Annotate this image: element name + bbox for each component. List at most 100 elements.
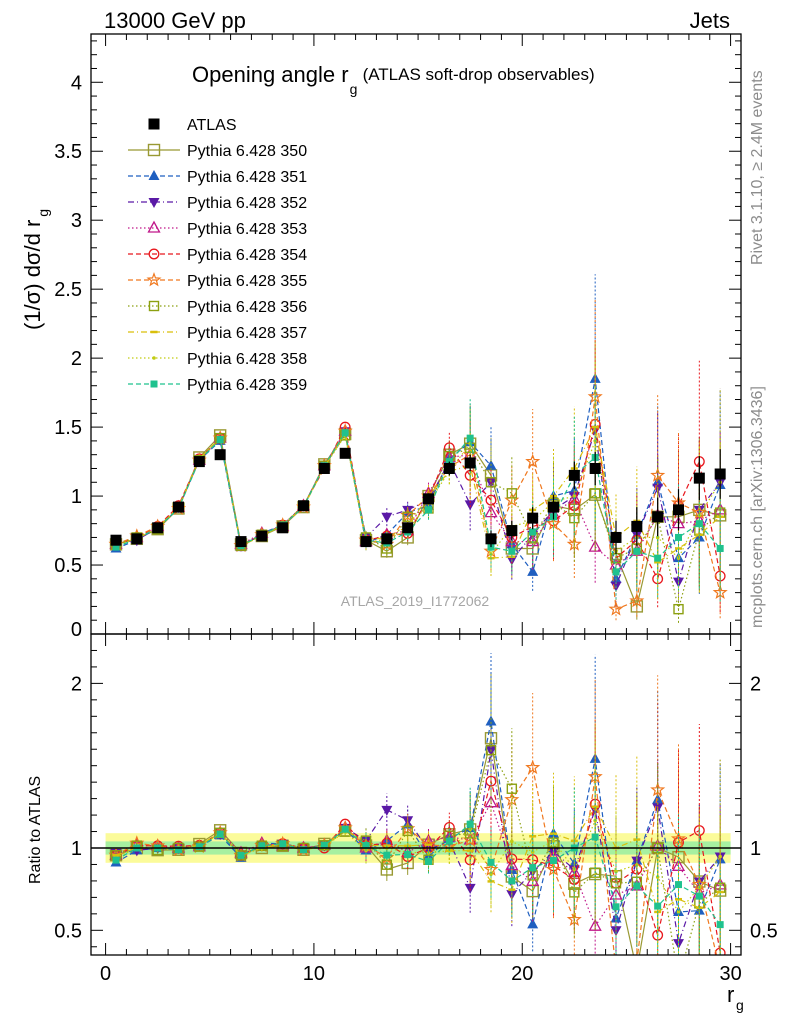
plot-title: Opening angle r g (ATLAS soft-drop obser… [192, 62, 595, 97]
series-ratio-point [525, 759, 541, 775]
data-point [693, 472, 705, 484]
legend-label: Pythia 6.428 350 [187, 143, 307, 160]
series-ratio-point [383, 851, 391, 859]
series-2-ratio [110, 653, 726, 955]
data-point [402, 522, 414, 534]
series-ratio-point [676, 910, 681, 914]
y-tick-label: 1 [71, 486, 82, 508]
series-point [633, 547, 641, 555]
series-point [425, 506, 432, 514]
legend-marker [148, 248, 160, 260]
y-axis-label-main: (1/σ) dσ/d r [20, 220, 45, 330]
legend-marker [150, 380, 158, 388]
x-axis-label-main: r [727, 982, 734, 1007]
legend-item: Pythia 6.428 357 [128, 325, 307, 342]
series-ratio-point [551, 839, 556, 843]
legend-label: Pythia 6.428 353 [187, 221, 307, 238]
legend-marker [148, 170, 160, 180]
y-tick-label: 2.5 [54, 279, 82, 301]
series-point [572, 494, 577, 498]
series-ratio-point [320, 841, 328, 849]
series-point [629, 593, 645, 608]
data-point [423, 493, 434, 505]
series-ratio-point [588, 918, 602, 931]
legend-item: Pythia 6.428 352 [128, 195, 307, 212]
legend-item: Pythia 6.428 359 [128, 377, 307, 394]
y-tick-label: 3 [71, 210, 82, 232]
series-point [216, 436, 224, 444]
data-point [631, 520, 643, 532]
series-ratio-point [485, 744, 497, 756]
series-ratio-point [633, 882, 641, 890]
series-ratio-point [506, 783, 518, 794]
x-axis-label-sub: g [736, 997, 744, 1013]
series-ratio-point [529, 864, 537, 872]
series-ratio-point [112, 856, 120, 864]
legend-item: Pythia 6.428 355 [128, 272, 307, 290]
data-point [318, 462, 330, 474]
plot-title-paren: (ATLAS soft-drop observables) [363, 65, 595, 84]
series-point [529, 528, 537, 536]
series-ratio-point [237, 851, 245, 859]
series-ratio-point [195, 843, 203, 851]
series-9-main [114, 361, 722, 600]
data-point [527, 512, 539, 524]
series-point [712, 584, 728, 600]
data-points [110, 447, 726, 554]
series-ratio-point [718, 854, 722, 859]
legend: ATLAS Pythia 6.428 350 Pythia 6.428 351 Pyt… [128, 117, 307, 394]
series-point [654, 554, 662, 562]
series-ratio-point [675, 881, 682, 889]
data-point [568, 469, 580, 481]
legend-item: Pythia 6.428 354 [128, 247, 307, 264]
data-point [610, 531, 622, 543]
series-ratio-point [655, 875, 660, 879]
data-point [381, 533, 393, 545]
header-left: 13000 GeV pp [104, 8, 246, 33]
data-point [485, 533, 497, 545]
plot-title-sub: g [350, 81, 358, 97]
ratio-y-tick-label-right: 2 [750, 673, 761, 695]
series-point [673, 603, 684, 615]
legend-label: Pythia 6.428 355 [187, 273, 307, 290]
series-1-ratio [109, 673, 727, 955]
series-ratio-point [381, 805, 393, 816]
series-ratio-point [614, 869, 618, 874]
series-point [695, 520, 703, 528]
y-tick-label: 2 [71, 348, 82, 370]
ratio-y-tick-label-right: 1 [750, 838, 761, 860]
series-point [612, 568, 620, 576]
series-ratio-point [610, 964, 622, 975]
data-point [110, 534, 122, 546]
axes: 0 10 20 30 0 0.5 1 1.5 2 2.5 3 3.5 4 0.5 0.5 1 1 2 2 [54, 33, 778, 985]
series-point [527, 565, 539, 576]
y-axis-label: (1/σ) dσ/d r g [20, 209, 51, 330]
series-point [112, 543, 120, 551]
legend-label: Pythia 6.428 359 [187, 377, 307, 394]
series-point [650, 467, 666, 482]
series-point [588, 539, 602, 552]
series-ratio-point [300, 846, 307, 854]
series-ratio-point [216, 830, 224, 838]
legend-label: Pythia 6.428 351 [187, 169, 307, 186]
ratio-plot-area [91, 653, 741, 975]
series-line [115, 425, 721, 564]
data-point [464, 457, 476, 469]
data-point [152, 522, 164, 534]
y-tick-label: 4 [71, 72, 82, 94]
series-point [655, 535, 660, 540]
legend-item: Pythia 6.428 358 [128, 351, 307, 368]
series-ratio-point [487, 858, 495, 866]
series-10-ratio [112, 765, 724, 955]
ratio-y-tick-label: 1 [71, 838, 82, 860]
rivet-label: Rivet 3.1.10, ≥ 2.4M events [749, 70, 766, 265]
series-ratio-point [235, 850, 247, 861]
series-ratio-point [654, 902, 662, 910]
data-point [214, 449, 226, 461]
data-point [673, 504, 684, 516]
analysis-watermark: ATLAS_2019_I1772062 [341, 593, 490, 609]
series-line [115, 424, 721, 581]
data-point [193, 456, 205, 468]
data-point [277, 522, 289, 534]
